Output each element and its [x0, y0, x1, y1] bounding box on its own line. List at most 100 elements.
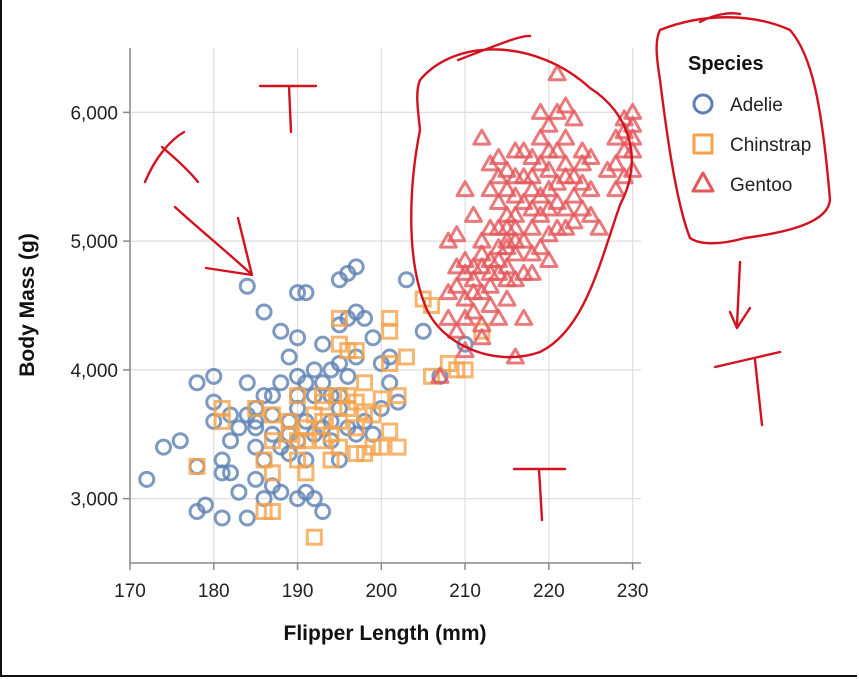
point-adelie — [238, 277, 256, 295]
t-mark-right-annotation — [713, 350, 782, 427]
y-axis-title: Body Mass (g) — [16, 233, 39, 377]
point-gentoo — [472, 244, 492, 262]
point-gentoo — [556, 154, 576, 172]
point-adelie — [305, 490, 323, 508]
point-adelie — [272, 374, 290, 392]
point-adelie — [222, 432, 240, 450]
cluster-circle-tail-annotation — [456, 34, 532, 62]
point-gentoo — [505, 205, 525, 223]
point-gentoo — [539, 115, 559, 133]
y-axis-ticks: 3,000 4,000 5,000 6,000 — [70, 103, 130, 511]
point-chinstrap — [213, 412, 231, 430]
point-chinstrap — [263, 406, 281, 424]
diagonal-arrow-annotation — [173, 205, 254, 277]
t-mark-bottom-annotation — [512, 467, 567, 522]
handwritten-annotations — [143, 12, 832, 522]
point-gentoo — [530, 154, 550, 172]
point-chinstrap — [381, 354, 399, 372]
point-chinstrap — [280, 412, 298, 430]
point-adelie — [230, 483, 248, 501]
x-tick-label: 170 — [114, 581, 146, 602]
point-gentoo — [480, 276, 500, 294]
point-adelie — [289, 284, 307, 302]
legend-marker-chinstrap — [692, 133, 714, 155]
point-gentoo — [572, 173, 592, 191]
point-gentoo — [547, 193, 567, 210]
point-adelie — [255, 303, 273, 321]
point-gentoo — [514, 193, 534, 210]
point-gentoo — [497, 289, 517, 307]
legend-item-chinstrap: Chinstrap — [692, 133, 811, 156]
point-adelie — [272, 483, 290, 501]
x-tick-label: 190 — [282, 581, 314, 602]
point-gentoo — [522, 199, 542, 217]
point-adelie — [263, 387, 281, 405]
point-gentoo — [606, 154, 626, 172]
t-mark-top-annotation — [258, 84, 318, 134]
point-gentoo — [497, 180, 517, 198]
legend-circle-annotation — [655, 16, 832, 245]
point-chinstrap — [372, 438, 390, 456]
point-gentoo — [455, 180, 475, 198]
point-chinstrap — [381, 422, 399, 440]
point-adelie — [238, 509, 256, 527]
legend-circle-tail-annotation — [698, 12, 742, 24]
point-gentoo — [539, 160, 559, 178]
point-adelie — [222, 464, 240, 482]
point-gentoo — [530, 102, 550, 120]
x-tick-label: 210 — [449, 581, 481, 602]
point-gentoo — [463, 205, 483, 223]
point-adelie — [297, 284, 315, 302]
legend-marker-adelie — [692, 93, 714, 115]
point-gentoo — [614, 122, 634, 140]
point-gentoo — [505, 244, 525, 262]
point-chinstrap — [389, 438, 407, 456]
point-gentoo — [547, 64, 567, 82]
point-gentoo — [438, 308, 458, 326]
series-gentoo — [430, 64, 643, 384]
legend-title: Species — [688, 53, 764, 75]
point-chinstrap — [188, 457, 206, 475]
point-chinstrap — [297, 464, 315, 482]
point-gentoo — [514, 308, 534, 326]
point-adelie — [247, 470, 265, 488]
point-gentoo — [514, 231, 534, 249]
point-gentoo — [522, 263, 542, 281]
point-chinstrap — [389, 387, 407, 405]
point-adelie — [272, 322, 290, 340]
point-adelie — [238, 374, 256, 392]
point-gentoo — [497, 257, 517, 275]
point-adelie — [188, 374, 206, 392]
point-gentoo — [522, 147, 542, 165]
point-adelie — [339, 367, 357, 385]
point-gentoo — [514, 141, 534, 159]
legend-label-adelie: Adelie — [730, 95, 783, 116]
point-gentoo — [623, 160, 643, 178]
point-adelie — [155, 438, 173, 456]
point-adelie — [196, 496, 214, 514]
x-tick-label: 230 — [617, 581, 649, 602]
y-tick-label: 5,000 — [70, 232, 118, 253]
point-chinstrap — [330, 438, 348, 456]
point-adelie — [314, 335, 332, 353]
point-adelie — [356, 309, 374, 327]
point-gentoo — [472, 328, 492, 346]
point-chinstrap — [397, 348, 415, 366]
point-adelie — [171, 432, 189, 450]
point-adelie — [347, 258, 365, 276]
x-tick-label: 220 — [533, 581, 565, 602]
point-adelie — [213, 509, 231, 527]
point-chinstrap — [263, 503, 281, 520]
point-gentoo — [522, 167, 542, 185]
point-chinstrap — [381, 322, 399, 340]
point-gentoo — [547, 141, 567, 159]
point-gentoo — [589, 218, 609, 236]
point-chinstrap — [247, 400, 265, 417]
point-gentoo — [530, 128, 550, 146]
point-gentoo — [472, 231, 492, 249]
point-gentoo — [564, 186, 584, 204]
point-gentoo — [522, 180, 542, 198]
point-adelie — [289, 329, 307, 347]
